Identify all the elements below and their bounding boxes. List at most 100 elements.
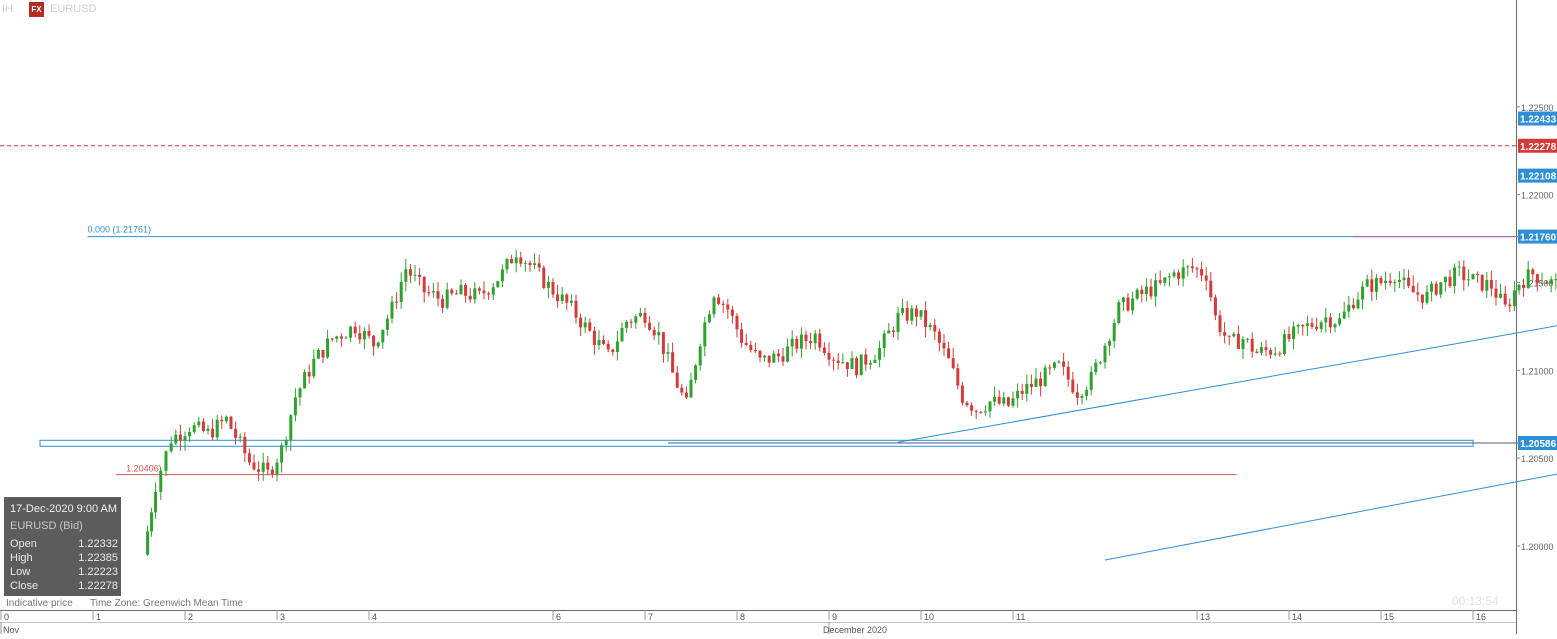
candle-body (1154, 280, 1158, 297)
candle-body (661, 332, 665, 354)
candle-body (799, 334, 803, 349)
candle-body (1144, 286, 1148, 294)
candle-body (1476, 274, 1480, 276)
candle-body (1052, 362, 1056, 368)
candle-body (1443, 276, 1447, 283)
candle-body (1374, 277, 1378, 292)
candle-body (270, 469, 274, 475)
candle-body (257, 469, 261, 472)
candle-body (1466, 279, 1470, 281)
candle-body (712, 297, 716, 315)
candle-body (703, 322, 707, 347)
trendline-short (897, 325, 1557, 443)
candle-body (707, 314, 711, 323)
candle-body (307, 372, 311, 377)
candle-body (1554, 279, 1557, 281)
current-price-tag-label: 1.22278 (1520, 142, 1557, 153)
candle-body (942, 342, 946, 349)
candle-body (579, 317, 583, 328)
candle-body (763, 355, 767, 358)
candle-body (1526, 269, 1530, 289)
candle-body (1448, 276, 1452, 286)
candle-body (206, 428, 210, 431)
x-tick-label: 7 (648, 612, 653, 622)
candle-body (491, 287, 495, 295)
tooltip-label: Close (10, 580, 39, 592)
candle-body (1213, 297, 1217, 316)
candle-body (1512, 290, 1516, 307)
candle-body (634, 316, 638, 323)
candle-body (1131, 298, 1135, 311)
candle-body (560, 294, 564, 302)
tooltip-label: Open (10, 538, 37, 550)
candle-body (247, 453, 251, 463)
candle-body (1126, 297, 1130, 311)
candle-body (933, 324, 937, 332)
indicative-price-note: Indicative price (6, 598, 73, 609)
x-tick-label: 16 (1476, 612, 1486, 622)
candle-body (1085, 389, 1089, 396)
candle-body (652, 329, 656, 336)
candle-body (1503, 293, 1507, 305)
candle-body (537, 263, 541, 268)
candle-body (689, 379, 693, 398)
candle-body (1181, 267, 1185, 279)
month-label: Nov (3, 625, 20, 634)
candle-body (523, 262, 527, 264)
candle-body (293, 397, 297, 416)
y-tick-label: 1.20000 (1521, 542, 1554, 552)
candle-body (744, 342, 748, 346)
candle-body (464, 284, 468, 296)
candle-body (1494, 288, 1498, 298)
candle-body (947, 348, 951, 359)
candle-body (749, 345, 753, 351)
candle-body (740, 329, 744, 343)
tooltip-label: High (10, 552, 33, 564)
candle-body (1034, 378, 1038, 388)
candle-body (1333, 324, 1337, 328)
candle-body (154, 491, 158, 513)
candle-body (643, 312, 647, 323)
candle-body (583, 322, 587, 328)
candle-body (1232, 333, 1236, 337)
candle-body (243, 436, 247, 454)
candle-body (914, 308, 918, 317)
candle-body (427, 292, 431, 294)
candle-body (1163, 277, 1167, 283)
candle-body (1177, 272, 1181, 279)
x-tick-label: 15 (1384, 612, 1394, 622)
candle-body (809, 341, 813, 344)
candle-body (684, 392, 688, 398)
tooltip-value: 1.22385 (78, 552, 118, 564)
candle-body (832, 359, 836, 361)
candle-body (717, 297, 721, 304)
candle-body (648, 322, 652, 330)
chart-header: IH FX EURUSD (0, 0, 96, 18)
candle-body (381, 329, 385, 343)
candle-body (827, 352, 831, 360)
candle-body (1255, 351, 1259, 353)
resistance-high-tag (1518, 111, 1557, 126)
candle-body (408, 269, 412, 276)
candle-body (1190, 266, 1194, 269)
candle-body (252, 462, 256, 470)
x-tick-label: 6 (556, 612, 561, 622)
candle-body (868, 362, 872, 365)
candle-body (905, 308, 909, 321)
candle-body (1356, 299, 1360, 309)
low-level-label: 1.20406) (126, 464, 162, 474)
candle-body (220, 419, 224, 422)
candle-body (1388, 280, 1392, 283)
candle-body (275, 462, 279, 475)
candle-body (1209, 280, 1213, 298)
candle-body (1278, 353, 1282, 355)
candle-body (873, 359, 877, 363)
candle-body (790, 338, 794, 347)
candle-body (795, 338, 799, 349)
candle-body (335, 336, 339, 339)
candle-body (1287, 334, 1291, 340)
candle-body (1480, 274, 1484, 291)
candle-body (146, 531, 150, 555)
